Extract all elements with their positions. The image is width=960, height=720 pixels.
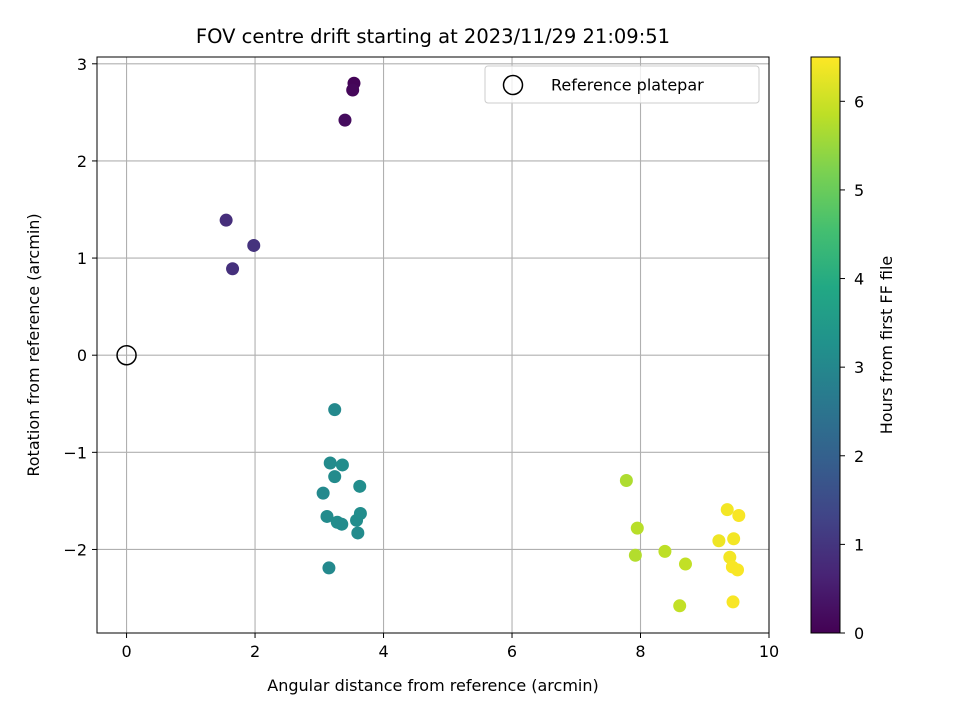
x-tick-label: 2 [250,642,260,661]
scatter-point [226,262,240,276]
colorbar-tick-label: 1 [854,535,864,554]
scatter-point [720,503,734,517]
y-tick-label: 1 [77,249,87,268]
x-tick-label: 8 [635,642,645,661]
scatter-point [353,507,367,521]
scatter-point [628,548,642,562]
scatter-point [726,595,740,609]
chart-title: FOV centre drift starting at 2023/11/29 … [196,25,670,48]
scatter-point [727,532,741,546]
colorbar-gradient [811,57,840,633]
y-tick-label: −1 [63,443,87,462]
colorbar: 0 1 2 3 4 5 6 Hours from first FF file [810,56,896,643]
plot-area [96,56,770,634]
colorbar-tick-label: 3 [854,358,864,377]
legend-box [484,65,760,104]
legend-label: Reference platepar [551,76,704,95]
legend-marker-icon [502,74,524,96]
scatter-point [328,403,342,417]
legend: Reference platepar [484,65,760,104]
scatter-point [316,486,330,500]
scatter-point [323,456,337,470]
colorbar-tick-label: 2 [854,447,864,466]
scatter-point [335,458,349,472]
scatter-point [335,517,349,531]
x-tick-label: 10 [759,642,779,661]
colorbar-tick-label: 6 [854,92,864,111]
scatter-point [658,544,672,558]
y-axis: −2 −1 0 1 2 3 [63,55,97,559]
scatter-point [338,113,352,127]
colorbar-tick-label: 0 [854,624,864,643]
colorbar-tick-label: 4 [854,270,864,289]
reference-platepar-point [116,344,137,366]
colorbar-frame [810,56,841,634]
colorbar-ticks: 0 1 2 3 4 5 6 [840,92,864,643]
scatter-point [630,521,644,535]
plot-background [97,57,769,633]
scatter-point [346,83,360,97]
y-axis-label: Rotation from reference (arcmin) [24,213,43,476]
scatter-point [678,557,692,571]
plot-frame [96,56,770,634]
scatter-point [731,563,745,577]
scatter-point [712,534,726,548]
scatter-point [322,561,336,575]
colorbar-tick-label: 5 [854,181,864,200]
y-tick-label: −2 [63,540,87,559]
y-tick-label: 0 [77,346,87,365]
x-tick-label: 4 [378,642,388,661]
scatter-point [351,526,365,540]
y-tick-label: 3 [77,55,87,74]
scatter-point [247,238,261,252]
x-tick-label: 0 [121,642,131,661]
reference-marker [116,344,137,366]
scatter-point [732,508,746,522]
colorbar-label: Hours from first FF file [877,256,896,435]
scatter-points [219,76,746,613]
scatter-point [320,509,334,523]
x-axis: 0 2 4 6 8 10 [121,633,779,661]
x-axis-label: Angular distance from reference (arcmin) [267,676,598,695]
scatter-point [673,599,687,613]
scatter-point [353,479,367,493]
scatter-point [219,213,233,227]
scatter-point [619,474,633,488]
scatter-point [328,470,342,484]
y-tick-label: 2 [77,152,87,171]
x-tick-label: 6 [507,642,517,661]
